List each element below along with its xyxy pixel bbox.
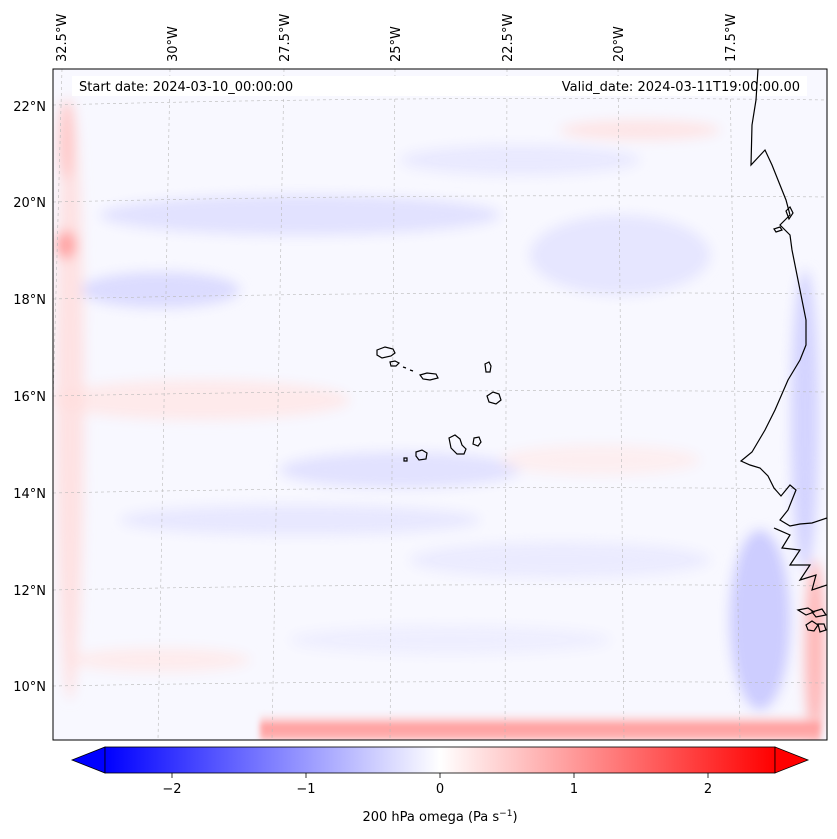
omega-field: [53, 100, 825, 740]
african-coastline: [739, 69, 827, 633]
map-frame: [52, 68, 828, 741]
lat-label-22n: 22°N: [13, 100, 46, 115]
start-date-label: Start date: 2024-03-10_00:00:00: [79, 80, 293, 95]
colorbar: −2 −1 0 1 2 200 hPa omega (Pa s−1): [70, 746, 810, 825]
longitude-labels: 32.5°W 30°W 27.5°W 25°W 22.5°W 20°W 17.5…: [55, 14, 739, 62]
lat-label-18n: 18°N: [13, 293, 46, 308]
colorbar-title: 200 hPa omega (Pa s−1): [362, 809, 517, 825]
colorbar-tick-label: 0: [436, 782, 444, 797]
latitude-labels: 22°N 20°N 18°N 16°N 14°N 12°N 10°N: [13, 100, 46, 695]
colorbar-tick-label: −2: [162, 782, 181, 797]
date-strip: [72, 76, 807, 96]
graticule: [53, 69, 827, 740]
lat-label-12n: 12°N: [13, 584, 46, 599]
lon-label-27-5w: 27.5°W: [278, 14, 293, 62]
lon-label-30w: 30°W: [166, 26, 181, 62]
colorbar-title-text: 200 hPa omega (Pa s: [362, 810, 499, 825]
colorbar-tick-label: 2: [704, 782, 712, 797]
cape-verde-islands: [376, 346, 502, 462]
lon-label-22-5w: 22.5°W: [501, 14, 516, 62]
lat-label-20n: 20°N: [13, 196, 46, 211]
lon-label-20w: 20°W: [612, 26, 627, 62]
colorbar-ticks: −2 −1 0 1 2: [162, 773, 712, 797]
lon-label-32-5w: 32.5°W: [55, 14, 70, 62]
lat-label-16n: 16°N: [13, 390, 46, 405]
colorbar-gradient: [104, 746, 776, 774]
colorbar-title-sup: −1: [499, 809, 512, 819]
lat-label-10n: 10°N: [13, 680, 46, 695]
lon-label-25w: 25°W: [389, 26, 404, 62]
map-panel: [53, 69, 827, 740]
lon-label-17-5w: 17.5°W: [724, 14, 739, 62]
colorbar-max-extend: [774, 746, 810, 774]
colorbar-tick-label: −1: [296, 782, 315, 797]
colorbar-min-extend: [70, 746, 106, 774]
colorbar-title-close: ): [512, 810, 517, 825]
valid-date-label: Valid_date: 2024-03-11T19:00:00.00: [562, 80, 800, 95]
lat-label-14n: 14°N: [13, 487, 46, 502]
colorbar-tick-label: 1: [570, 782, 578, 797]
